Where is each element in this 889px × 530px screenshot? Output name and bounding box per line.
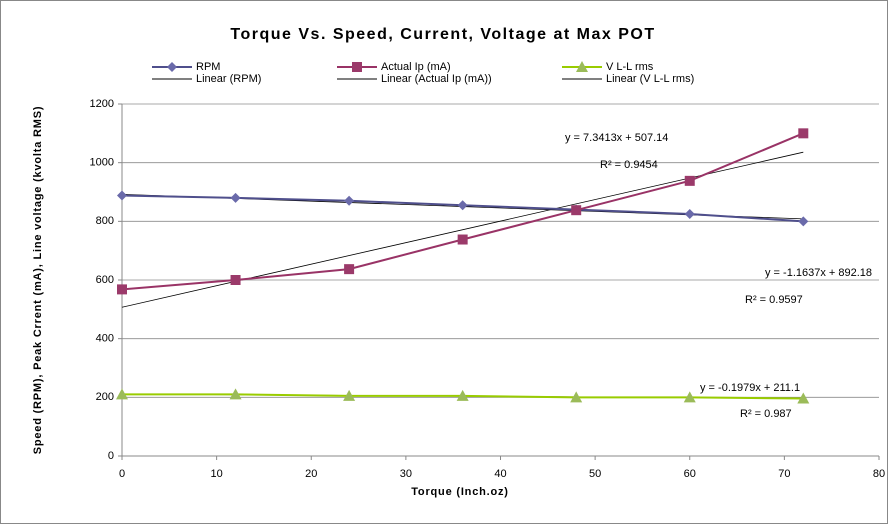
legend-label: Linear (Actual Ip (mA)): [381, 73, 492, 85]
y-tick-label: 400: [96, 333, 114, 345]
y-tick-label: 800: [96, 215, 114, 227]
trendline-r2: R² = 0.9454: [600, 159, 658, 171]
legend-marker: [352, 62, 362, 72]
x-tick-label: 30: [400, 468, 412, 480]
trendline-equation: y = 7.3413x + 507.14: [565, 132, 668, 144]
x-axis-label: Torque (Inch.oz): [411, 486, 509, 498]
x-tick-label: 60: [684, 468, 696, 480]
marker: [343, 389, 356, 401]
marker: [344, 195, 355, 206]
marker: [797, 392, 810, 404]
marker: [570, 391, 583, 403]
y-axis-label: Speed (RPM), Peak Crrent (mA), Line volt…: [32, 106, 44, 455]
marker: [344, 264, 355, 275]
y-tick-label: 1000: [90, 157, 114, 169]
y-tick-label: 600: [96, 274, 114, 286]
legend-label: Linear (RPM): [196, 73, 261, 85]
marker: [683, 391, 696, 403]
legend-marker: [576, 61, 588, 72]
marker: [230, 275, 241, 285]
marker: [684, 175, 695, 186]
marker: [798, 128, 809, 139]
marker: [571, 205, 582, 216]
marker: [230, 192, 241, 203]
chart-title: Torque Vs. Speed, Current, Voltage at Ma…: [230, 26, 655, 43]
trendline-equation: y = -0.1979x + 211.1: [700, 382, 800, 394]
x-tick-label: 70: [778, 468, 790, 480]
legend-label: Actual Ip (mA): [381, 61, 451, 73]
x-tick-label: 20: [305, 468, 317, 480]
marker: [116, 388, 128, 400]
y-tick-label: 0: [108, 450, 114, 462]
marker: [457, 234, 468, 245]
x-tick-label: 40: [494, 468, 506, 480]
x-tick-label: 80: [873, 468, 885, 480]
marker: [798, 216, 809, 227]
y-tick-label: 1200: [90, 98, 114, 110]
marker: [684, 209, 695, 219]
marker: [457, 200, 468, 211]
marker: [117, 190, 127, 201]
marker: [229, 388, 242, 400]
legend-marker: [167, 62, 177, 72]
trendline-equation: y = -1.1637x + 892.18: [765, 267, 872, 279]
trendline-r2: R² = 0.987: [740, 408, 792, 420]
marker: [117, 284, 127, 295]
legend-label: Linear (V L-L rms): [606, 73, 694, 85]
trendline-r2: R² = 0.9597: [745, 294, 803, 306]
x-tick-label: 0: [119, 468, 125, 480]
legend-label: V L-L rms: [606, 61, 654, 73]
x-tick-label: 10: [211, 468, 223, 480]
legend-label: RPM: [196, 61, 220, 73]
x-tick-label: 50: [589, 468, 601, 480]
marker: [456, 389, 469, 401]
y-tick-label: 200: [96, 391, 114, 403]
